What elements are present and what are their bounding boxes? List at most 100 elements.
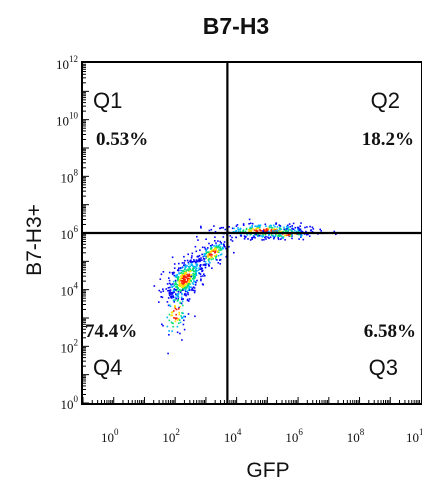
density-point: [277, 237, 279, 239]
density-point: [204, 261, 207, 263]
density-point: [162, 324, 164, 327]
x-tick-label: 102: [162, 427, 180, 445]
density-point: [216, 246, 219, 249]
density-point: [205, 255, 207, 258]
y-axis-label: B7-H3+: [23, 204, 46, 276]
density-point: [186, 280, 188, 283]
density-point: [179, 305, 181, 308]
density-point: [309, 225, 311, 228]
density-point: [206, 251, 209, 253]
density-point: [173, 284, 176, 287]
density-point: [268, 233, 271, 236]
density-point: [182, 272, 184, 275]
density-point: [274, 235, 277, 237]
density-point: [190, 257, 193, 259]
density-point: [299, 228, 302, 231]
density-point: [188, 287, 190, 290]
density-point: [190, 279, 192, 282]
density-point: [183, 264, 185, 266]
density-point: [300, 222, 302, 224]
density-point: [175, 288, 177, 291]
density-point: [181, 274, 183, 277]
density-point: [181, 273, 184, 276]
density-point: [254, 225, 256, 227]
density-point: [191, 261, 193, 263]
density-point: [198, 267, 201, 269]
density-point: [268, 226, 271, 229]
density-point: [219, 240, 221, 243]
density-point: [175, 282, 177, 285]
density-point: [177, 297, 180, 300]
y-tick-labels: 100 102 104 106 108 1010 1012: [56, 54, 79, 412]
density-point: [278, 227, 281, 229]
density-point: [251, 238, 253, 240]
density-point: [170, 296, 172, 298]
density-point: [280, 235, 283, 237]
density-point: [184, 264, 187, 267]
density-point: [199, 273, 202, 275]
density-point: [245, 228, 248, 231]
density-point: [194, 270, 197, 272]
density-point: [189, 278, 192, 281]
x-tick-label: 108: [347, 427, 365, 445]
density-point: [180, 284, 183, 286]
density-point: [195, 281, 197, 284]
density-point: [218, 245, 220, 247]
density-point: [161, 296, 164, 299]
density-point: [273, 237, 275, 240]
density-point: [181, 293, 183, 296]
density-point: [223, 244, 225, 247]
density-point: [263, 239, 265, 241]
density-point: [256, 227, 258, 230]
density-point: [242, 224, 245, 226]
density-point: [296, 226, 299, 229]
density-point: [219, 246, 222, 248]
density-point: [249, 222, 252, 225]
density-point: [289, 233, 292, 235]
density-point: [184, 289, 186, 292]
density-point: [189, 289, 191, 291]
density-point: [213, 249, 215, 251]
density-point: [197, 260, 199, 263]
density-point: [209, 251, 212, 253]
density-point: [207, 259, 210, 261]
density-point: [170, 295, 173, 297]
density-point: [305, 230, 307, 233]
quadrant-label-q2: Q2: [371, 88, 400, 113]
density-point: [166, 325, 169, 328]
density-point: [182, 277, 184, 279]
density-point: [235, 225, 238, 227]
density-point: [256, 225, 258, 228]
density-point: [249, 226, 252, 229]
density-point: [178, 282, 181, 284]
density-point: [182, 304, 184, 307]
density-point: [176, 319, 179, 321]
density-point: [181, 282, 183, 284]
density-point: [289, 229, 292, 231]
density-point: [233, 251, 235, 254]
density-point: [225, 247, 227, 250]
density-point: [186, 269, 188, 271]
density-point: [194, 275, 196, 278]
density-point: [249, 227, 251, 230]
density-point: [203, 253, 205, 256]
density-point: [261, 239, 263, 241]
density-point: [202, 283, 204, 286]
x-tick-label: 100: [101, 427, 119, 445]
density-point: [295, 230, 298, 233]
density-point: [185, 270, 187, 273]
density-point: [271, 227, 274, 229]
density-point: [198, 258, 200, 260]
density-point: [299, 230, 301, 232]
density-point: [175, 275, 177, 278]
density-point: [212, 249, 214, 251]
density-point: [274, 230, 277, 232]
density-point: [179, 278, 181, 281]
density-point: [207, 253, 210, 255]
density-point: [203, 246, 206, 249]
density-point: [210, 249, 213, 252]
density-point: [285, 225, 288, 228]
density-point: [187, 293, 189, 296]
density-point: [253, 235, 255, 238]
density-point: [268, 225, 271, 227]
